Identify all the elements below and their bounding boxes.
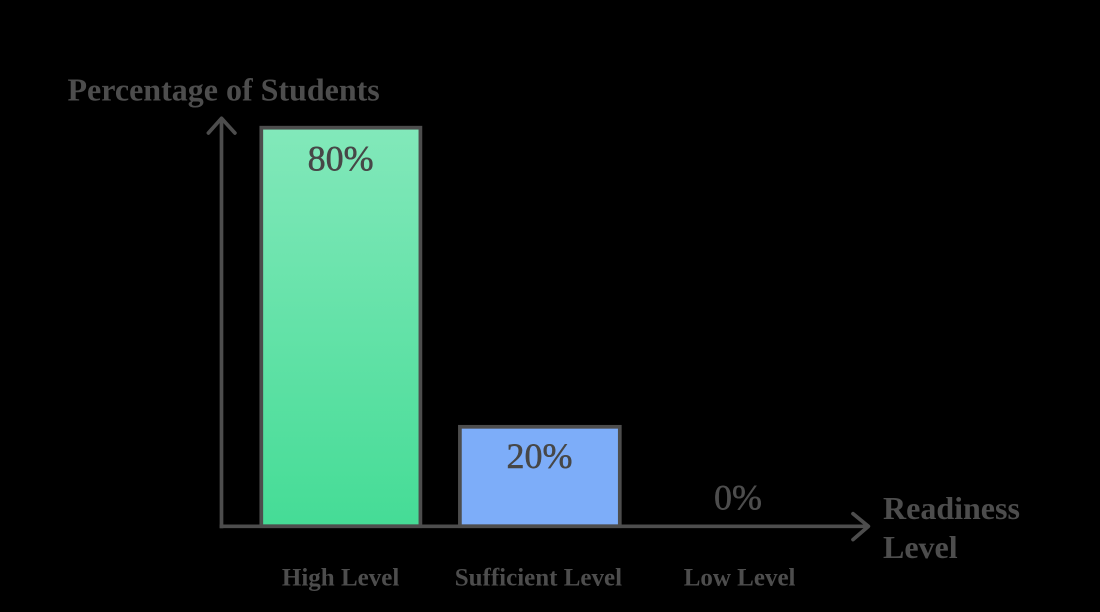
svg-text:Sufficient Level: Sufficient Level xyxy=(455,565,622,592)
svg-text:Level: Level xyxy=(883,529,958,565)
svg-text:0%: 0% xyxy=(714,477,762,517)
svg-text:Readiness: Readiness xyxy=(883,490,1020,526)
svg-text:Percentage of Students: Percentage of Students xyxy=(68,71,380,107)
svg-text:80%: 80% xyxy=(308,138,374,178)
svg-text:Low Level: Low Level xyxy=(684,565,796,592)
svg-text:20%: 20% xyxy=(507,436,573,476)
svg-text:High Level: High Level xyxy=(282,565,399,592)
